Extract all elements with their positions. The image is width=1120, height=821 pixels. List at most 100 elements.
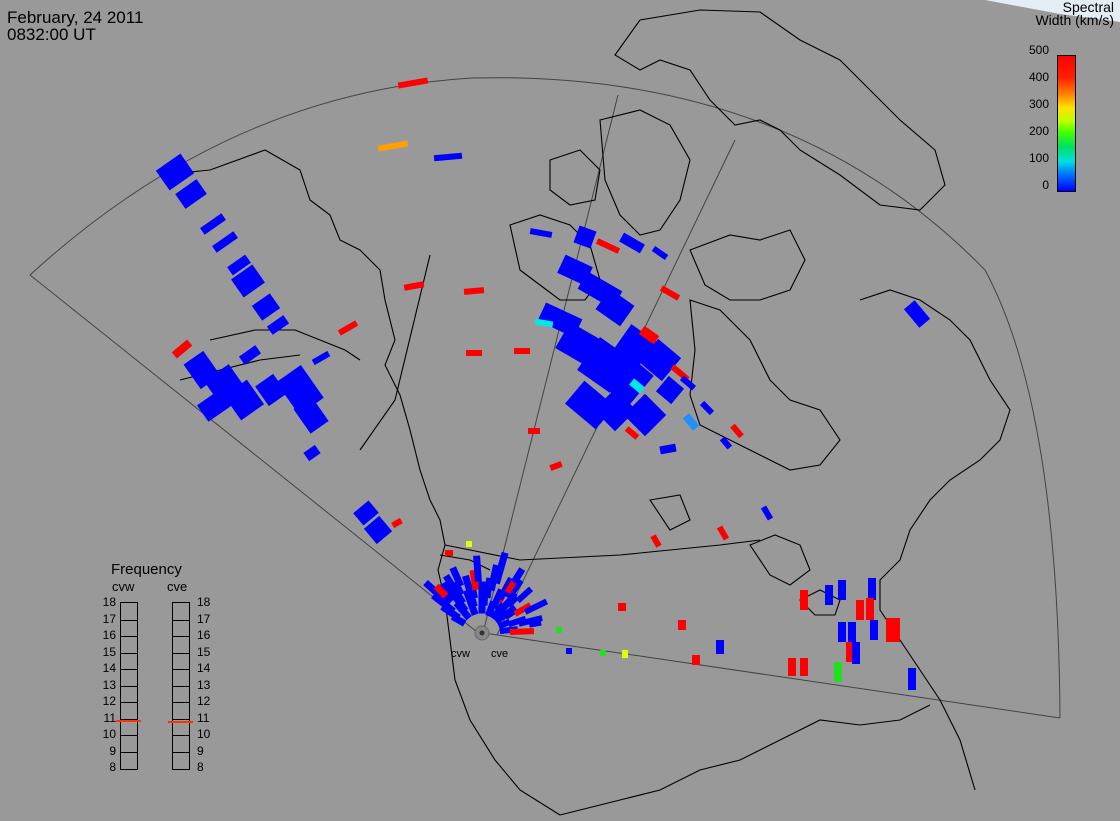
frequency-tick-right: 12 [197,694,211,708]
colorbar-tick-500: 500 [1028,43,1049,57]
echo-cell [223,379,265,421]
echo-cell [492,551,509,585]
frequency-marker-cvw [116,719,141,722]
colorbar-tick-300: 300 [1028,97,1049,111]
echo-cell [800,590,808,610]
echo-cell [886,618,894,642]
echo-cell [556,627,562,633]
echo-cell [800,658,808,676]
echo-cells [155,77,931,690]
echo-cell [171,339,193,359]
frequency-box-cve [172,602,190,770]
echo-cell [504,580,517,594]
echo-cell [692,655,700,665]
echo-cell [870,620,878,640]
echo-cell [473,555,482,582]
echo-cell [293,396,329,434]
echo-cell [255,373,287,407]
frequency-tick-left: 13 [102,677,116,692]
echo-cell [903,300,931,328]
frequency-tick-left: 17 [102,611,116,626]
frequency-tick-right: 16 [197,628,211,642]
frequency-tick-right: 11 [197,710,210,725]
echo-cell [659,285,681,301]
echo-cell [423,580,452,607]
echo-cell [528,428,540,434]
echo-cell [196,388,234,422]
echo-cell [514,348,530,354]
frequency-tick-right: 10 [197,727,211,741]
echo-cell [175,179,207,209]
echo-cell [497,618,511,630]
echo-cell [509,628,535,636]
echo-cell [719,436,733,450]
frequency-grid-line [173,652,189,654]
echo-cell [353,500,379,526]
time-label: 0832:00 UT [7,25,96,44]
frequency-grid-line [121,735,137,736]
echo-cell [573,225,597,249]
radar-label-cve: cve [491,648,509,660]
echo-cell [659,443,677,455]
echo-cell [403,281,425,291]
frequency-label-cve: cve [167,579,188,594]
echo-cell [595,238,621,254]
echo-cell [238,345,262,365]
echo-cell [846,642,854,662]
frequency-grid-line [121,702,137,703]
echo-cell [534,318,554,328]
echo-cell [651,245,669,261]
echo-cell [650,534,662,548]
echo-cell [788,658,796,676]
frequency-tick-left: 11 [103,710,116,725]
frequency-label-cvw: cvw [112,579,135,594]
echo-cell [825,585,833,605]
echo-cell [445,550,453,556]
echo-cell [908,668,916,690]
corner-patch [985,0,1120,22]
echo-cell [442,573,466,605]
echo-cell [485,603,496,618]
frequency-grid-line [121,669,137,670]
echo-cell [515,586,534,604]
frequency-tick-left: 18 [102,595,116,609]
frequency-tick-right: 14 [197,661,211,675]
echo-cell [463,287,485,295]
frequency-grid-line [173,669,189,670]
echo-cell [566,648,572,654]
frequency-grid-line [121,619,137,621]
echo-cell [506,594,519,608]
echo-cell [528,619,542,628]
colorbar-tick-100: 100 [1028,151,1049,165]
frequency-tick-left: 12 [102,694,116,708]
echo-cell [730,423,744,439]
echo-cell [760,505,774,521]
fov-outline [29,77,1061,719]
echo-cell [227,254,251,276]
frequency-grid-line [173,751,189,753]
echo-cell [451,580,465,597]
echo-cell [678,620,686,630]
frequency-tick-right: 8 [197,760,204,774]
echo-cell [638,338,682,382]
frequency-tick-left: 8 [109,760,116,774]
echo-cell [311,350,331,366]
echo-cell [523,598,549,615]
echo-cell [638,325,660,345]
frequency-tick-left: 14 [102,661,116,675]
echo-cell [513,602,532,617]
colorbar [1057,55,1076,192]
frequency-tick-left: 16 [102,628,116,642]
echo-cell [251,293,281,321]
frequency-box-cvw [120,602,138,770]
frequency-grid-line [173,735,189,736]
echo-cell [549,461,563,471]
frequency-grid-line [173,619,189,621]
echo-cell [682,413,700,431]
echo-cell [529,228,553,238]
frequency-grid-line [121,751,137,753]
echo-cell [503,608,517,620]
echo-cell [155,153,195,191]
